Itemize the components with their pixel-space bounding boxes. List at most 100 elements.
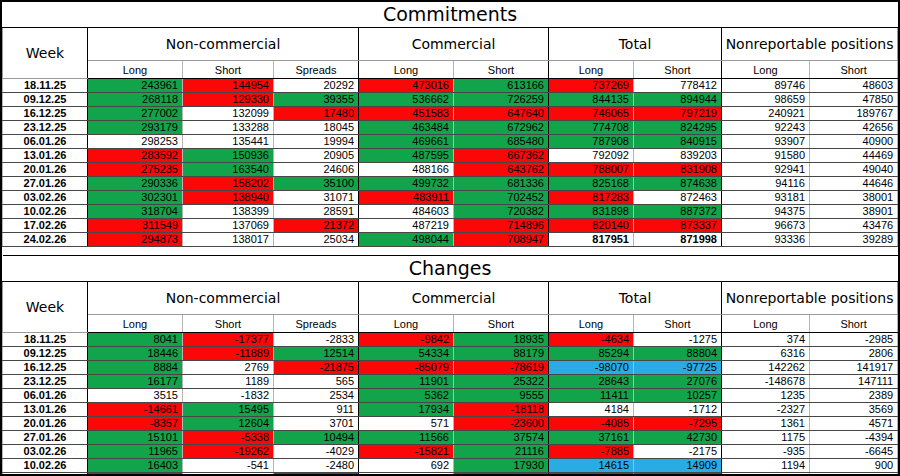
value-cell: 2298 bbox=[722, 473, 810, 476]
value-cell: 94375 bbox=[722, 205, 810, 219]
table-row: 23.12.2529317913328818045463484672962774… bbox=[3, 121, 898, 135]
value-cell: 15495 bbox=[183, 403, 274, 417]
value-cell: 17934 bbox=[359, 403, 454, 417]
value-cell: 692 bbox=[359, 459, 454, 473]
week-cell: 16.12.25 bbox=[3, 361, 88, 375]
week-cell: 27.01.26 bbox=[3, 177, 88, 191]
commitments-title: Commitments bbox=[3, 2, 898, 28]
value-cell: 788007 bbox=[549, 163, 634, 177]
table-row: 09.12.2518446-11889125145433488179852948… bbox=[3, 347, 898, 361]
value-cell: -78619 bbox=[454, 361, 549, 375]
value-cell: 8884 bbox=[88, 361, 183, 375]
table-row: 16.12.2527700213209917480451583647640746… bbox=[3, 107, 898, 121]
table-row: 18.11.258041-17377-2833-984218935-4634-1… bbox=[3, 333, 898, 347]
value-cell: 11411 bbox=[549, 389, 634, 403]
value-cell: 25322 bbox=[454, 375, 549, 389]
value-cell: -1330 bbox=[183, 473, 274, 476]
value-cell: 536662 bbox=[359, 93, 454, 107]
value-cell: 42730 bbox=[634, 431, 722, 445]
value-cell: 189767 bbox=[810, 107, 898, 121]
table-row: 10.02.2616403-541-2480692179301461514909… bbox=[3, 459, 898, 473]
col-header-c-short: Short bbox=[454, 61, 549, 79]
value-cell: 163540 bbox=[183, 163, 274, 177]
table-row: 06.01.2629825313544119994469661685480787… bbox=[3, 135, 898, 149]
value-cell: 565 bbox=[274, 375, 359, 389]
table-row: 20.01.2627523516354024606488166643762788… bbox=[3, 163, 898, 177]
value-cell: 44469 bbox=[810, 149, 898, 163]
value-cell: -14661 bbox=[88, 403, 183, 417]
week-cell: 18.11.25 bbox=[3, 79, 88, 93]
value-cell: -97725 bbox=[634, 361, 722, 375]
value-cell: 871998 bbox=[634, 233, 722, 247]
value-cell: 900 bbox=[810, 459, 898, 473]
value-cell: 158202 bbox=[183, 177, 274, 191]
value-cell: 147111 bbox=[810, 375, 898, 389]
value-cell: 47850 bbox=[810, 93, 898, 107]
value-cell: 1175 bbox=[722, 431, 810, 445]
value-cell: 1189 bbox=[183, 375, 274, 389]
changes-body: 18.11.258041-17377-2833-984218935-4634-1… bbox=[3, 333, 898, 476]
col-header-nr-long: Long bbox=[722, 61, 810, 79]
week-cell: 09.12.25 bbox=[3, 93, 88, 107]
value-cell: 792092 bbox=[549, 149, 634, 163]
sub-header-row: Long Short Spreads Long Short Long Short… bbox=[3, 61, 898, 79]
value-cell: -7219 bbox=[274, 473, 359, 476]
value-cell: 887372 bbox=[634, 205, 722, 219]
value-cell: 8041 bbox=[88, 333, 183, 347]
week-cell: 03.02.26 bbox=[3, 191, 88, 205]
value-cell: 240921 bbox=[722, 107, 810, 121]
table-row: 20.01.26-8357126043701571-23600-4085-729… bbox=[3, 417, 898, 431]
col-header-nc-short: Short bbox=[183, 315, 274, 333]
value-cell: 88179 bbox=[454, 347, 549, 361]
value-cell: -5338 bbox=[183, 431, 274, 445]
value-cell: 37574 bbox=[454, 431, 549, 445]
value-cell: 93336 bbox=[722, 233, 810, 247]
value-cell: 91580 bbox=[722, 149, 810, 163]
week-column-header: Week bbox=[3, 28, 88, 79]
col-header-nc-long: Long bbox=[88, 61, 183, 79]
value-cell: 141917 bbox=[810, 361, 898, 375]
value-cell: 28643 bbox=[549, 375, 634, 389]
value-cell: 6316 bbox=[722, 347, 810, 361]
group-header-nonreportable: Nonreportable positions bbox=[722, 282, 898, 315]
value-cell: 38001 bbox=[810, 191, 898, 205]
week-cell: 13.01.26 bbox=[3, 403, 88, 417]
value-cell: 43476 bbox=[810, 219, 898, 233]
table-row: 13.01.2628359215093620905487595667362792… bbox=[3, 149, 898, 163]
value-cell: -7155 bbox=[88, 473, 183, 476]
value-cell: 89746 bbox=[722, 79, 810, 93]
value-cell: -4085 bbox=[549, 417, 634, 431]
value-cell: 483911 bbox=[359, 191, 454, 205]
value-cell: 726259 bbox=[454, 93, 549, 107]
value-cell: 49040 bbox=[810, 163, 898, 177]
table-row: 06.01.263515-183225345362955511411102571… bbox=[3, 389, 898, 403]
col-header-t-short: Short bbox=[634, 61, 722, 79]
value-cell: -9842 bbox=[359, 333, 454, 347]
value-cell: 24606 bbox=[274, 163, 359, 177]
value-cell: 2534 bbox=[274, 389, 359, 403]
value-cell: 25034 bbox=[274, 233, 359, 247]
week-cell: 16.12.25 bbox=[3, 107, 88, 121]
value-cell: 144954 bbox=[183, 79, 274, 93]
value-cell: 35100 bbox=[274, 177, 359, 191]
table-row: 27.01.2615101-53381049411566375743716142… bbox=[3, 431, 898, 445]
value-cell: 702452 bbox=[454, 191, 549, 205]
value-cell: 685480 bbox=[454, 135, 549, 149]
value-cell: 318704 bbox=[88, 205, 183, 219]
value-cell: 844135 bbox=[549, 93, 634, 107]
value-cell: 268118 bbox=[88, 93, 183, 107]
group-header-row: Week Non-commercial Commercial Total Non… bbox=[3, 28, 898, 61]
value-cell: 10257 bbox=[634, 389, 722, 403]
value-cell: 85294 bbox=[549, 347, 634, 361]
group-header-row: Week Non-commercial Commercial Total Non… bbox=[3, 282, 898, 315]
value-cell: 138399 bbox=[183, 205, 274, 219]
title-row: Commitments bbox=[3, 2, 898, 28]
value-cell: 94116 bbox=[722, 177, 810, 191]
value-cell: 298253 bbox=[88, 135, 183, 149]
value-cell: 667362 bbox=[454, 149, 549, 163]
value-cell: 17930 bbox=[454, 459, 549, 473]
value-cell: 138940 bbox=[183, 191, 274, 205]
value-cell: 138017 bbox=[183, 233, 274, 247]
value-cell: 4184 bbox=[549, 403, 634, 417]
value-cell: 484603 bbox=[359, 205, 454, 219]
